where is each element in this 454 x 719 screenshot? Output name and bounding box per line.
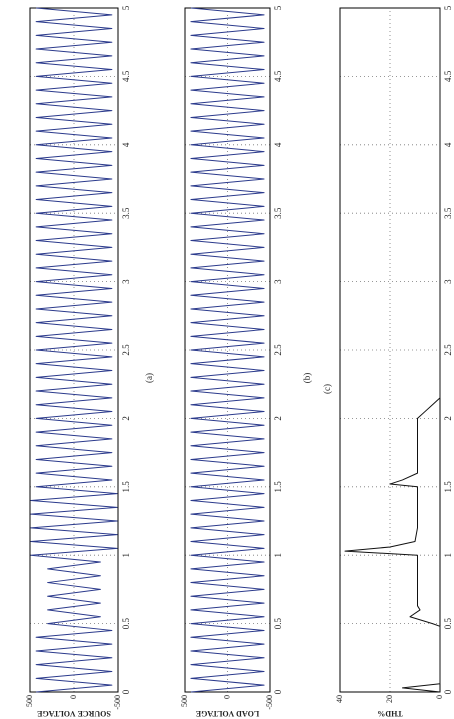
x-tick-label: 0.5: [121, 617, 131, 629]
x-tick-label: 1: [121, 553, 131, 558]
x-tick-label: 5: [121, 5, 131, 10]
y-tick-label: 20: [385, 695, 394, 703]
y-tick-label: 500: [25, 695, 34, 707]
x-tick-label: 4.5: [121, 70, 131, 82]
x-tick-label: 4.5: [443, 70, 453, 82]
x-tick-label: 1: [443, 553, 453, 558]
y-axis-label: SOURCE VOLTAGE: [37, 709, 111, 718]
x-tick-label: 2.5: [443, 344, 453, 356]
y-axis-label: LOAD VOLTAGE: [196, 709, 260, 718]
y-tick-label: 0: [69, 695, 78, 699]
panel-caption: (c): [322, 384, 332, 394]
x-tick-label: 4: [273, 142, 283, 147]
plot-frame: [29, 7, 119, 693]
panel-caption: (b): [302, 373, 312, 384]
y-tick-label: 40: [335, 695, 344, 703]
x-tick-label: 4: [121, 142, 131, 147]
x-tick-label: 1.5: [273, 481, 283, 493]
x-tick-label: 2: [121, 416, 131, 421]
x-tick-label: 0: [121, 689, 131, 694]
x-tick-label: 0: [273, 689, 283, 694]
y-axis-label: THD%: [377, 709, 402, 718]
x-tick-label: 4: [443, 142, 453, 147]
y-tick-label: -500: [265, 695, 274, 710]
x-tick-label: 1.5: [121, 481, 131, 493]
x-tick-label: 3.5: [443, 207, 453, 219]
x-tick-label: 2: [443, 416, 453, 421]
x-tick-label: 3: [273, 279, 283, 284]
x-tick-label: 2: [273, 416, 283, 421]
panel-caption: (a): [144, 373, 154, 383]
data-line: [190, 7, 265, 693]
plot-frame: [184, 7, 271, 693]
x-tick-label: 3: [121, 279, 131, 284]
x-tick-label: 3.5: [121, 207, 131, 219]
x-tick-label: 0.5: [273, 617, 283, 629]
x-tick-label: 0: [443, 689, 453, 694]
x-tick-label: 2.5: [121, 344, 131, 356]
x-tick-label: 5: [273, 5, 283, 10]
y-tick-label: 0: [435, 695, 444, 699]
data-line: [30, 7, 118, 693]
x-tick-label: 2.5: [273, 344, 283, 356]
x-tick-label: 0.5: [443, 617, 453, 629]
x-tick-label: 1.5: [443, 481, 453, 493]
x-tick-label: 3: [443, 279, 453, 284]
x-tick-label: 4.5: [273, 70, 283, 82]
x-tick-label: 1: [273, 553, 283, 558]
y-tick-label: 0: [222, 695, 231, 699]
y-tick-label: -500: [113, 695, 122, 710]
x-tick-label: 3.5: [273, 207, 283, 219]
y-tick-label: 500: [180, 695, 189, 707]
x-tick-label: 5: [443, 5, 453, 10]
data-line: [344, 8, 441, 693]
panel: 0 0.5 1 1.5 2 2.5 3 3.5 4 4.5 5 0 20 40 THD% (c): [322, 5, 453, 718]
